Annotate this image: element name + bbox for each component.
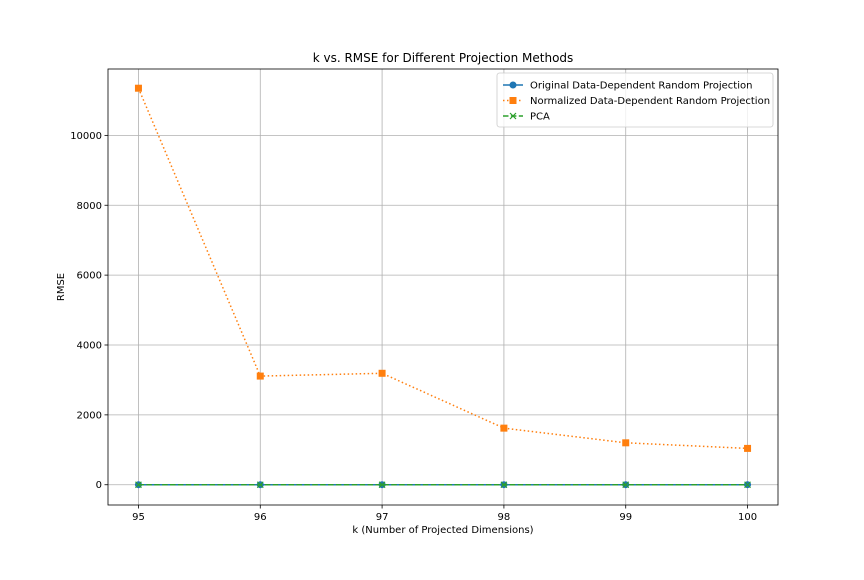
data-point — [744, 444, 752, 452]
data-point — [256, 372, 264, 380]
data-point — [744, 481, 751, 489]
data-point — [500, 481, 508, 489]
y-axis-label: RMSE — [56, 273, 67, 301]
y-tick-label: 2000 — [77, 410, 102, 421]
data-point — [378, 481, 386, 489]
y-tick-label: 6000 — [77, 271, 102, 282]
data-point-stroke — [256, 481, 264, 489]
legend-marker — [509, 97, 517, 104]
chart-title: k vs. RMSE for Different Projection Meth… — [313, 51, 574, 65]
x-tick-label: 99 — [619, 512, 632, 523]
legend-label: Original Data-Dependent Random Projectio… — [530, 81, 752, 92]
series-2 — [134, 84, 752, 452]
ticks: 95 96 97 98 99 100 0 2000 4000 6000 8000 10000 — [70, 131, 757, 523]
legend-marker — [509, 81, 517, 89]
data-point — [622, 439, 630, 447]
data-point-stroke — [500, 481, 508, 489]
grid — [108, 69, 778, 505]
series-3 — [135, 481, 751, 489]
legend-label: Normalized Data-Dependent Random Project… — [530, 96, 770, 107]
y-tick-label: 8000 — [77, 201, 102, 212]
y-tick-label: 0 — [96, 480, 102, 491]
data-point-stroke — [744, 481, 751, 489]
data-point — [622, 481, 630, 489]
data-point — [256, 481, 264, 489]
x-tick-label: 98 — [498, 512, 511, 523]
legend-label: PCA — [530, 112, 550, 123]
data-point-stroke — [622, 481, 630, 489]
legend-item: Original Data-Dependent Random Projectio… — [503, 81, 752, 92]
x-tick-label: 96 — [254, 512, 267, 523]
data-point — [500, 424, 508, 432]
x-tick-label: 97 — [376, 512, 389, 523]
data-point — [135, 481, 142, 489]
x-tick-label: 95 — [132, 512, 145, 523]
series-line — [137, 87, 748, 450]
series-layer — [134, 84, 752, 489]
plot-frame — [107, 68, 779, 506]
legend: Original Data-Dependent Random Projectio… — [496, 72, 774, 128]
data-point — [378, 369, 386, 377]
legend-marker — [509, 112, 517, 120]
x-tick-label: 100 — [738, 512, 757, 523]
y-tick-label: 10000 — [70, 131, 102, 142]
legend-marker-stroke — [509, 112, 517, 120]
data-point-stroke — [135, 481, 142, 489]
data-point — [134, 84, 142, 92]
data-point-stroke — [378, 481, 386, 489]
legend-box — [496, 72, 774, 128]
legend-item: Normalized Data-Dependent Random Project… — [503, 96, 770, 107]
x-axis-label: k (Number of Projected Dimensions) — [352, 525, 533, 536]
y-tick-label: 4000 — [77, 340, 102, 351]
legend-item: PCA — [503, 112, 550, 123]
